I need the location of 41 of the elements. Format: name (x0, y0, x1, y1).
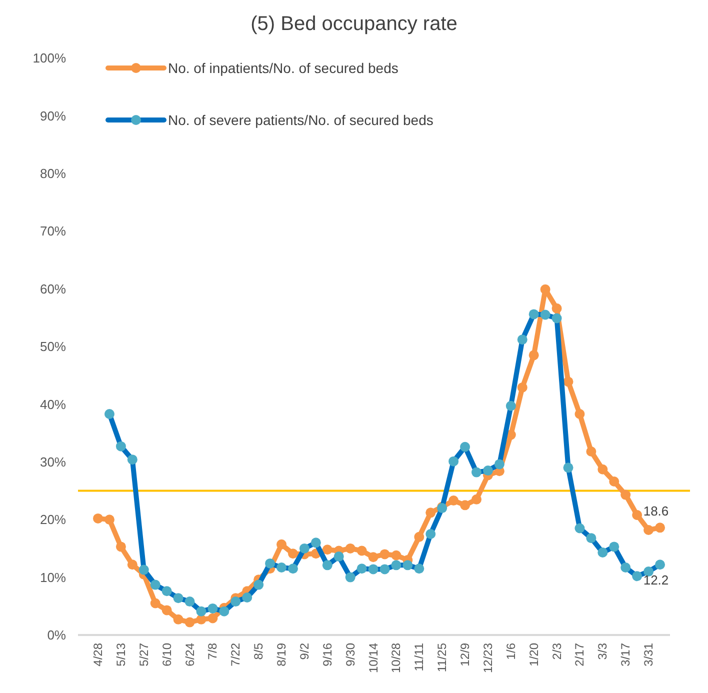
x-tick-label: 5/13 (114, 642, 128, 666)
x-tick-label: 12/9 (458, 642, 472, 666)
legend-label: No. of inpatients/No. of secured beds (168, 60, 398, 76)
y-tick-label: 20% (40, 512, 66, 528)
data-label: 18.6 (643, 504, 669, 519)
y-tick-label: 90% (40, 108, 66, 124)
x-tick-label: 11/11 (412, 642, 426, 672)
x-tick-label: 7/8 (206, 642, 220, 660)
y-tick-label: 100% (32, 50, 66, 66)
x-tick-label: 2/3 (550, 642, 564, 660)
x-tick-label: 10/28 (389, 642, 404, 674)
x-tick-label: 2/17 (572, 642, 587, 666)
y-tick-label: 70% (40, 224, 66, 239)
x-tick-label: 7/22 (228, 642, 243, 666)
x-tick-label: 8/19 (274, 642, 289, 666)
y-tick-label: 0% (47, 628, 66, 643)
x-tick-label: 12/23 (480, 642, 495, 674)
x-tick-label: 9/2 (297, 642, 312, 660)
x-tick-label: 5/27 (136, 642, 151, 666)
x-tick-label: 4/28 (91, 642, 105, 666)
x-tick-label: 9/16 (320, 642, 334, 666)
x-tick-label: 6/24 (182, 642, 197, 666)
x-tick-label: 3/17 (618, 642, 633, 666)
chart-title: (5) Bed occupancy rate (250, 13, 458, 35)
x-tick-label: 1/6 (504, 642, 518, 660)
y-tick-label: 50% (40, 339, 66, 354)
x-tick-label: 10/14 (366, 642, 380, 674)
x-tick-label: 8/5 (252, 642, 266, 660)
x-tick-label: 3/31 (642, 642, 656, 666)
legend-label: No. of severe patients/No. of secured beds (168, 112, 434, 128)
x-tick-label: 6/10 (160, 642, 174, 666)
y-tick-label: 80% (40, 166, 66, 181)
y-tick-label: 40% (40, 396, 66, 412)
y-tick-label: 60% (40, 281, 66, 296)
x-tick-label: 1/20 (526, 642, 541, 666)
data-label: 12.2 (643, 572, 669, 588)
x-tick-label: 3/3 (596, 642, 610, 660)
x-tick-label: 9/30 (343, 642, 358, 666)
y-tick-label: 10% (40, 570, 66, 585)
x-tick-label: 11/25 (435, 642, 450, 672)
y-tick-label: 30% (40, 454, 66, 470)
